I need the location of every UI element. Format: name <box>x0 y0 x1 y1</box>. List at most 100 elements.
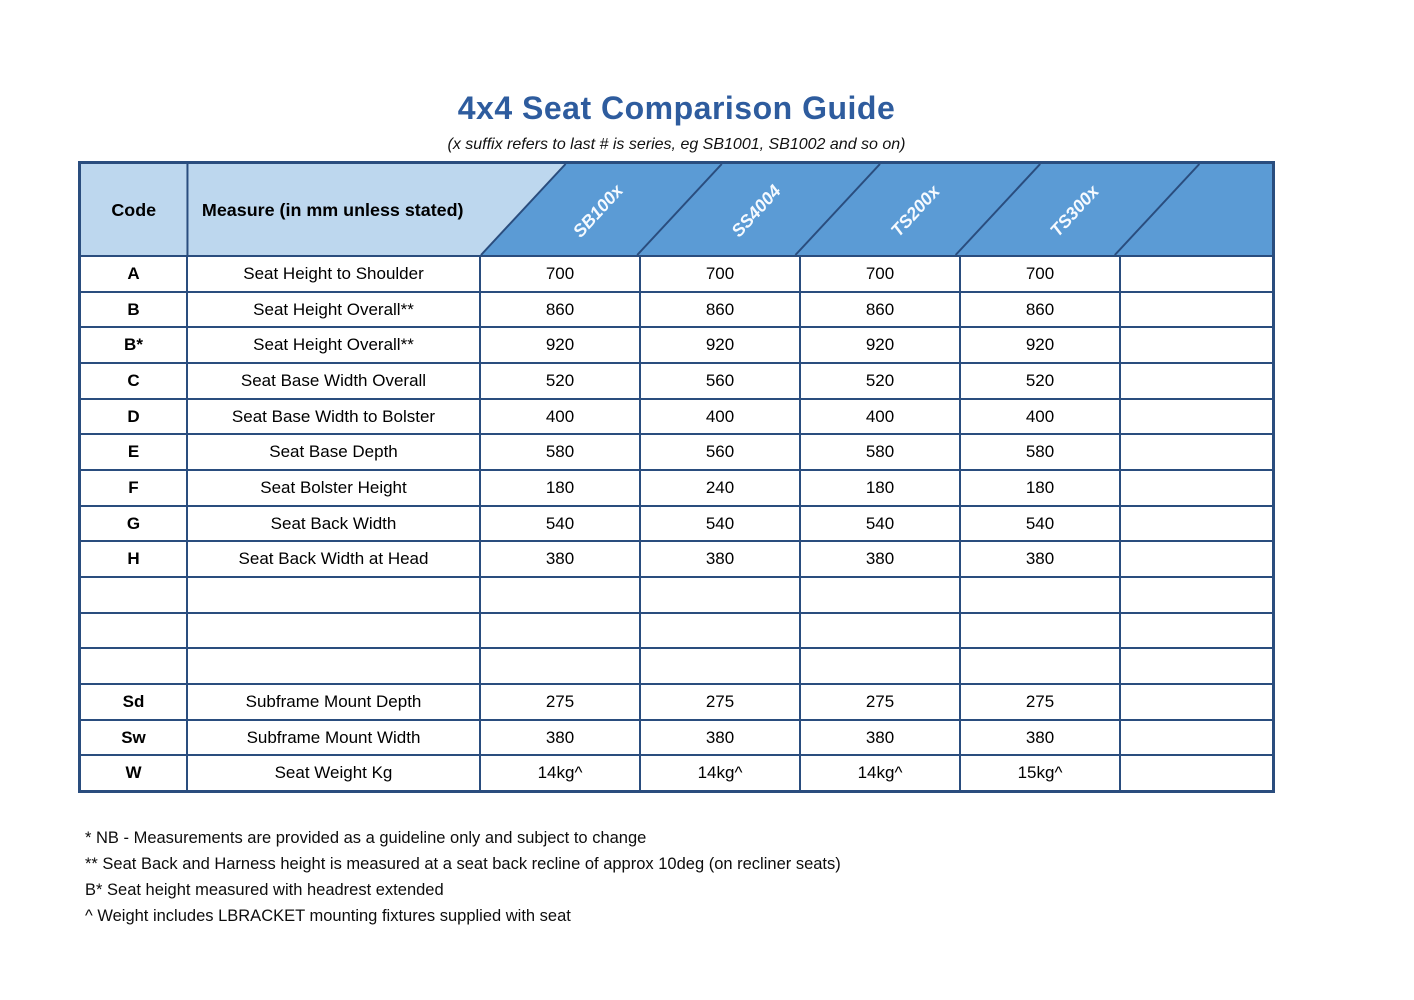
comparison-table: Code Measure (in mm unless stated) SB100… <box>78 161 1275 793</box>
footnote: ** Seat Back and Harness height is measu… <box>85 855 841 873</box>
cell-value: 860 <box>801 292 961 327</box>
cell-value <box>481 613 641 648</box>
table-row <box>81 647 1272 684</box>
subtitle: (x suffix refers to last # is series, eg… <box>447 136 906 153</box>
row-measure <box>188 578 481 612</box>
cell-value <box>481 649 641 684</box>
cell-value: 560 <box>641 364 801 398</box>
cell-value <box>641 613 801 648</box>
row-code <box>81 578 188 612</box>
cell-value: 380 <box>801 720 961 755</box>
row-code: W <box>81 756 188 791</box>
cell-empty <box>1121 364 1272 398</box>
cell-value: 180 <box>961 471 1121 505</box>
table-row: G Seat Back Width 540 540 540 540 <box>81 504 1272 541</box>
footnote: * NB - Measurements are provided as a gu… <box>85 829 647 847</box>
cell-value: 540 <box>961 506 1121 541</box>
cell-value <box>961 578 1121 612</box>
cell-empty <box>1121 257 1272 291</box>
cell-empty <box>1121 685 1272 719</box>
cell-value: 180 <box>801 471 961 505</box>
cell-value <box>801 649 961 684</box>
row-measure: Seat Height Overall** <box>188 292 481 327</box>
cell-value: 580 <box>481 435 641 470</box>
cell-value: 520 <box>801 364 961 398</box>
header-left-panel <box>81 164 566 255</box>
cell-value: 520 <box>481 364 641 398</box>
row-measure <box>188 649 481 684</box>
footnote: ^ Weight includes LBRACKET mounting fixt… <box>85 907 571 925</box>
cell-value: 520 <box>961 364 1121 398</box>
row-code: C <box>81 364 188 398</box>
page-title: 4x4 Seat Comparison Guide <box>457 90 896 126</box>
row-measure: Seat Height Overall** <box>188 328 481 363</box>
row-code <box>81 613 188 648</box>
row-code: Sw <box>81 720 188 755</box>
cell-empty <box>1121 578 1272 612</box>
cell-value: 920 <box>801 328 961 363</box>
cell-value: 14kg^ <box>481 756 641 791</box>
cell-value: 700 <box>801 257 961 291</box>
table-row <box>81 576 1272 612</box>
cell-value: 380 <box>961 720 1121 755</box>
cell-empty <box>1121 400 1272 434</box>
cell-value: 540 <box>641 506 801 541</box>
header-diagonal-2 <box>636 164 723 255</box>
cell-value: 580 <box>961 435 1121 470</box>
table-row: W Seat Weight Kg 14kg^ 14kg^ 14kg^ 15kg^ <box>81 754 1272 791</box>
cell-value <box>961 649 1121 684</box>
header-diagonal-4 <box>954 164 1041 255</box>
row-measure: Subframe Mount Depth <box>188 685 481 719</box>
table-row: D Seat Base Width to Bolster 400 400 400… <box>81 397 1272 434</box>
cell-value: 400 <box>961 399 1121 434</box>
table-row: F Seat Bolster Height 180 240 180 180 <box>81 469 1272 505</box>
row-code: F <box>81 471 188 505</box>
cell-value <box>481 578 641 612</box>
row-measure: Seat Base Width Overall <box>188 364 481 398</box>
cell-value <box>641 649 801 684</box>
cell-value: 920 <box>961 328 1121 363</box>
row-measure: Seat Base Width to Bolster <box>188 399 481 434</box>
content-area: 4x4 Seat Comparison Guide (x suffix refe… <box>78 0 1275 929</box>
footnote: B* Seat height measured with headrest ex… <box>85 881 444 899</box>
row-measure: Seat Weight Kg <box>188 756 481 791</box>
row-code: E <box>81 435 188 470</box>
table-row: A Seat Height to Shoulder 700 700 700 70… <box>81 257 1272 291</box>
row-code: H <box>81 542 188 577</box>
cell-value: 700 <box>961 257 1121 291</box>
cell-empty <box>1121 507 1272 541</box>
cell-value: 380 <box>481 542 641 577</box>
table-row: B Seat Height Overall** 860 860 860 860 <box>81 290 1272 327</box>
row-measure: Seat Back Width <box>188 506 481 541</box>
cell-value: 275 <box>801 685 961 719</box>
row-code <box>81 649 188 684</box>
row-code: A <box>81 257 188 291</box>
cell-value: 380 <box>801 542 961 577</box>
cell-value: 860 <box>641 292 801 327</box>
cell-value: 920 <box>481 328 641 363</box>
table-body: A Seat Height to Shoulder 700 700 700 70… <box>81 257 1272 791</box>
cell-empty <box>1121 649 1272 683</box>
header-diagonal-1 <box>480 164 567 255</box>
cell-value <box>801 613 961 648</box>
table-row: C Seat Base Width Overall 520 560 520 52… <box>81 362 1272 398</box>
cell-empty <box>1121 435 1272 469</box>
cell-empty <box>1121 721 1272 755</box>
cell-value: 14kg^ <box>801 756 961 791</box>
cell-value: 275 <box>641 685 801 719</box>
cell-value <box>801 578 961 612</box>
row-measure: Seat Base Depth <box>188 435 481 470</box>
cell-value: 240 <box>641 471 801 505</box>
cell-value: 580 <box>801 435 961 470</box>
cell-empty <box>1121 542 1272 576</box>
table-row: E Seat Base Depth 580 560 580 580 <box>81 433 1272 470</box>
row-code: B* <box>81 328 188 363</box>
cell-value: 400 <box>481 399 641 434</box>
cell-value: 275 <box>961 685 1121 719</box>
cell-value: 400 <box>641 399 801 434</box>
cell-empty <box>1121 293 1272 327</box>
cell-value: 275 <box>481 685 641 719</box>
cell-value: 700 <box>481 257 641 291</box>
row-code: G <box>81 506 188 541</box>
